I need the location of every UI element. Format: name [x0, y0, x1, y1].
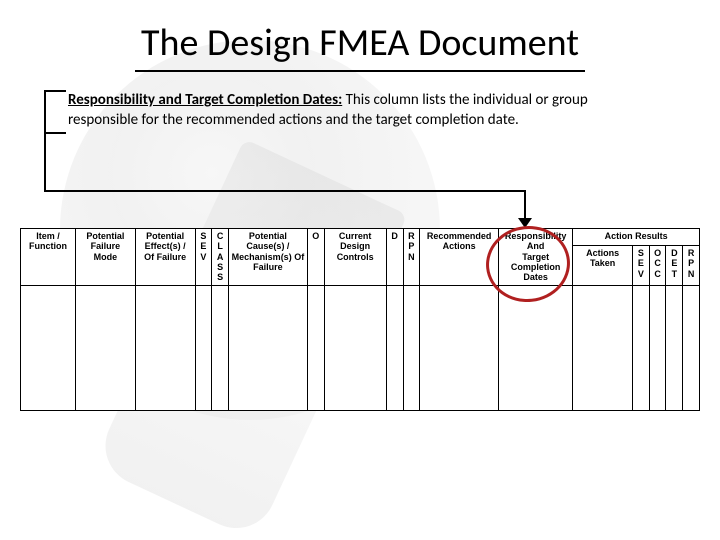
col-header-class: CLASS — [212, 229, 229, 286]
callout-bracket — [44, 90, 66, 134]
slide: The Design FMEA Document Responsibility … — [0, 0, 720, 540]
table-cell — [649, 285, 666, 410]
table-cell — [499, 285, 573, 410]
table-cell — [683, 285, 700, 410]
title-wrap: The Design FMEA Document — [95, 20, 625, 72]
col-subheader-taken: ActionsTaken — [573, 245, 633, 285]
table-cell — [75, 285, 135, 410]
table-cell — [324, 285, 386, 410]
fmea-table-wrap: Item /FunctionPotential Failure ModePote… — [20, 228, 700, 411]
fmea-table: Item /FunctionPotential Failure ModePote… — [20, 228, 700, 411]
col-header-rec: Recommended Actions — [420, 229, 499, 286]
col-subheader-rdet: DET — [666, 245, 683, 285]
page-title: The Design FMEA Document — [135, 20, 585, 72]
col-header-rpn: RPN — [403, 229, 420, 286]
connector-line — [44, 190, 524, 192]
table-cell — [420, 285, 499, 410]
arrowhead-icon — [518, 218, 532, 228]
connector-line — [44, 130, 46, 190]
table-cell — [403, 285, 420, 410]
col-header-item: Item /Function — [21, 229, 76, 286]
description: Responsibility and Target Completion Dat… — [68, 90, 648, 131]
col-header-det: D — [386, 229, 403, 286]
col-subheader-rocc: OCC — [649, 245, 666, 285]
table-cell — [21, 285, 76, 410]
col-header-controls: Current Design Controls — [324, 229, 386, 286]
col-header-occ: O — [307, 229, 324, 286]
table-cell — [633, 285, 650, 410]
col-subheader-rrpn: RPN — [683, 245, 700, 285]
table-row — [21, 285, 700, 410]
description-lead: Responsibility and Target Completion Dat… — [68, 91, 342, 109]
table-cell — [386, 285, 403, 410]
table-cell — [228, 285, 307, 410]
col-header-action-results: Action Results — [573, 229, 700, 246]
table-cell — [666, 285, 683, 410]
table-cell — [212, 285, 229, 410]
col-subheader-rsev: SEV — [633, 245, 650, 285]
table-cell — [135, 285, 195, 410]
col-header-causes: Potential Cause(s) /Mechanism(s) Of Fail… — [228, 229, 307, 286]
col-header-mode: Potential Failure Mode — [75, 229, 135, 286]
table-cell — [307, 285, 324, 410]
table-cell — [573, 285, 633, 410]
col-header-effects: Potential Effect(s) /Of Failure — [135, 229, 195, 286]
connector-line — [524, 190, 526, 220]
col-header-resp: ResponsibilityAndTarget CompletionDates — [499, 229, 573, 286]
table-cell — [195, 285, 212, 410]
col-header-sev: SEV — [195, 229, 212, 286]
